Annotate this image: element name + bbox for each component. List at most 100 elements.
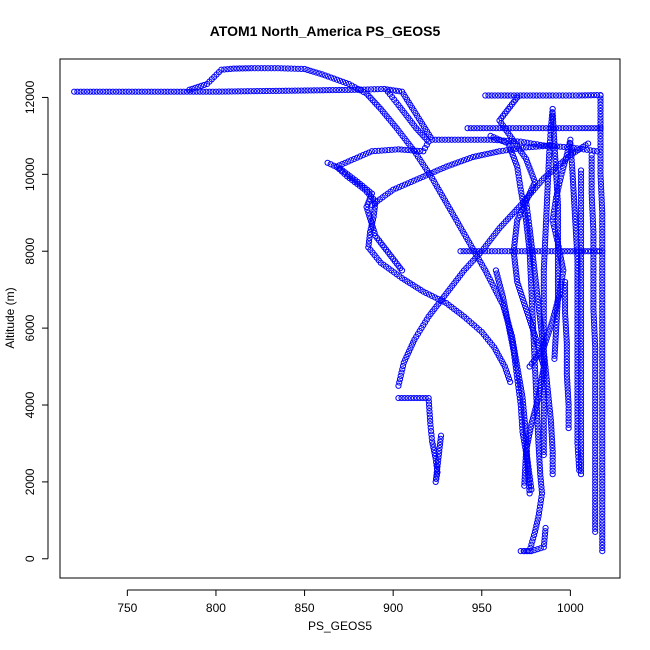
data-point (423, 141, 430, 148)
data-point (565, 411, 572, 418)
data-point (535, 298, 542, 306)
data-point (574, 299, 581, 306)
data-point (525, 433, 533, 440)
data-point (432, 475, 440, 482)
data-point (592, 350, 599, 357)
data-point (437, 432, 445, 439)
data-point (592, 360, 599, 367)
y-tick-label: 10000 (23, 157, 37, 191)
data-point (511, 241, 518, 249)
data-point (545, 164, 552, 172)
data-point (291, 87, 299, 94)
data-point (597, 129, 604, 136)
data-point (526, 490, 533, 497)
data-point (493, 270, 500, 277)
data-point (519, 431, 527, 439)
data-point (242, 65, 249, 72)
data-point (577, 344, 585, 351)
data-point (531, 268, 538, 275)
data-point (526, 430, 533, 437)
data-point (313, 69, 320, 76)
data-point (577, 405, 585, 412)
data-point (574, 331, 581, 338)
data-point (577, 203, 585, 210)
data-point (520, 296, 527, 304)
data-point (599, 405, 606, 412)
data-point (599, 228, 606, 236)
data-point (413, 176, 420, 183)
data-point (399, 362, 407, 370)
data-point (540, 366, 547, 373)
data-point (481, 248, 489, 255)
data-point (574, 408, 581, 415)
data-point (517, 183, 524, 190)
data-point (526, 225, 533, 232)
data-point (426, 404, 433, 411)
data-point (577, 183, 585, 190)
data-point (599, 430, 606, 437)
data-point (501, 303, 508, 310)
data-point (540, 414, 547, 421)
data-point (592, 446, 599, 453)
data-point (561, 303, 569, 310)
data-point (592, 405, 599, 412)
data-point (503, 147, 510, 154)
data-point (506, 143, 513, 150)
data-point (597, 135, 604, 143)
data-point (559, 92, 566, 99)
data-point (410, 177, 417, 184)
data-point (510, 92, 518, 99)
data-point (589, 219, 597, 226)
data-point (599, 283, 606, 290)
data-point (549, 109, 556, 116)
data-point (534, 295, 541, 302)
data-point (276, 87, 283, 94)
data-point (508, 339, 515, 346)
data-point (554, 269, 562, 276)
data-point (551, 346, 559, 353)
data-point (540, 382, 547, 389)
data-point (279, 87, 286, 94)
data-point (599, 437, 606, 444)
data-point (554, 241, 562, 249)
data-point (577, 411, 585, 418)
data-point (590, 308, 597, 316)
data-point (533, 92, 540, 99)
data-point (138, 88, 145, 95)
data-point (574, 334, 581, 341)
data-point (597, 98, 604, 105)
data-point (461, 136, 468, 143)
data-point (599, 248, 606, 255)
data-point (482, 267, 489, 274)
data-point (574, 414, 581, 421)
data-point (540, 315, 547, 322)
data-point (599, 514, 606, 521)
data-point (577, 421, 585, 428)
data-point (304, 66, 311, 73)
x-tick-label: 950 (472, 601, 492, 615)
data-point (495, 248, 502, 255)
data-point (554, 281, 562, 289)
data-point (272, 87, 280, 95)
data-point (125, 88, 133, 95)
data-point (554, 251, 562, 258)
data-point (577, 276, 585, 284)
data-point (599, 523, 606, 530)
data-point (592, 344, 599, 351)
data-point (451, 136, 458, 143)
data-point (109, 88, 116, 95)
y-tick-label: 2000 (23, 468, 37, 495)
data-point (398, 267, 406, 274)
data-point (329, 87, 336, 94)
data-point (434, 463, 441, 470)
data-point (529, 249, 536, 256)
data-point (591, 337, 598, 345)
data-point (554, 235, 562, 243)
data-point (530, 412, 537, 419)
data-point (572, 215, 579, 223)
data-point (577, 177, 585, 184)
data-point (588, 152, 595, 159)
data-point (550, 122, 557, 129)
data-point (554, 306, 561, 313)
data-point (268, 65, 275, 72)
